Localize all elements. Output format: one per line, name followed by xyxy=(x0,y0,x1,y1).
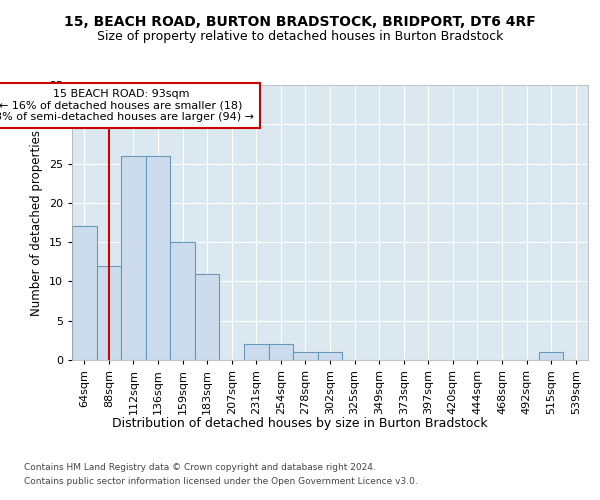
Bar xyxy=(121,156,146,360)
Bar xyxy=(293,352,318,360)
Text: Contains public sector information licensed under the Open Government Licence v3: Contains public sector information licen… xyxy=(24,478,418,486)
Bar xyxy=(269,344,293,360)
Bar xyxy=(244,344,269,360)
Bar xyxy=(318,352,342,360)
Bar xyxy=(146,156,170,360)
Bar xyxy=(170,242,195,360)
Bar xyxy=(539,352,563,360)
Bar xyxy=(97,266,121,360)
Text: 15, BEACH ROAD, BURTON BRADSTOCK, BRIDPORT, DT6 4RF: 15, BEACH ROAD, BURTON BRADSTOCK, BRIDPO… xyxy=(64,15,536,29)
Y-axis label: Number of detached properties: Number of detached properties xyxy=(30,130,43,316)
Text: Contains HM Land Registry data © Crown copyright and database right 2024.: Contains HM Land Registry data © Crown c… xyxy=(24,462,376,471)
Bar xyxy=(72,226,97,360)
Text: Size of property relative to detached houses in Burton Bradstock: Size of property relative to detached ho… xyxy=(97,30,503,43)
Text: 15 BEACH ROAD: 93sqm
← 16% of detached houses are smaller (18)
83% of semi-detac: 15 BEACH ROAD: 93sqm ← 16% of detached h… xyxy=(0,89,254,122)
Text: Distribution of detached houses by size in Burton Bradstock: Distribution of detached houses by size … xyxy=(112,418,488,430)
Bar xyxy=(195,274,220,360)
